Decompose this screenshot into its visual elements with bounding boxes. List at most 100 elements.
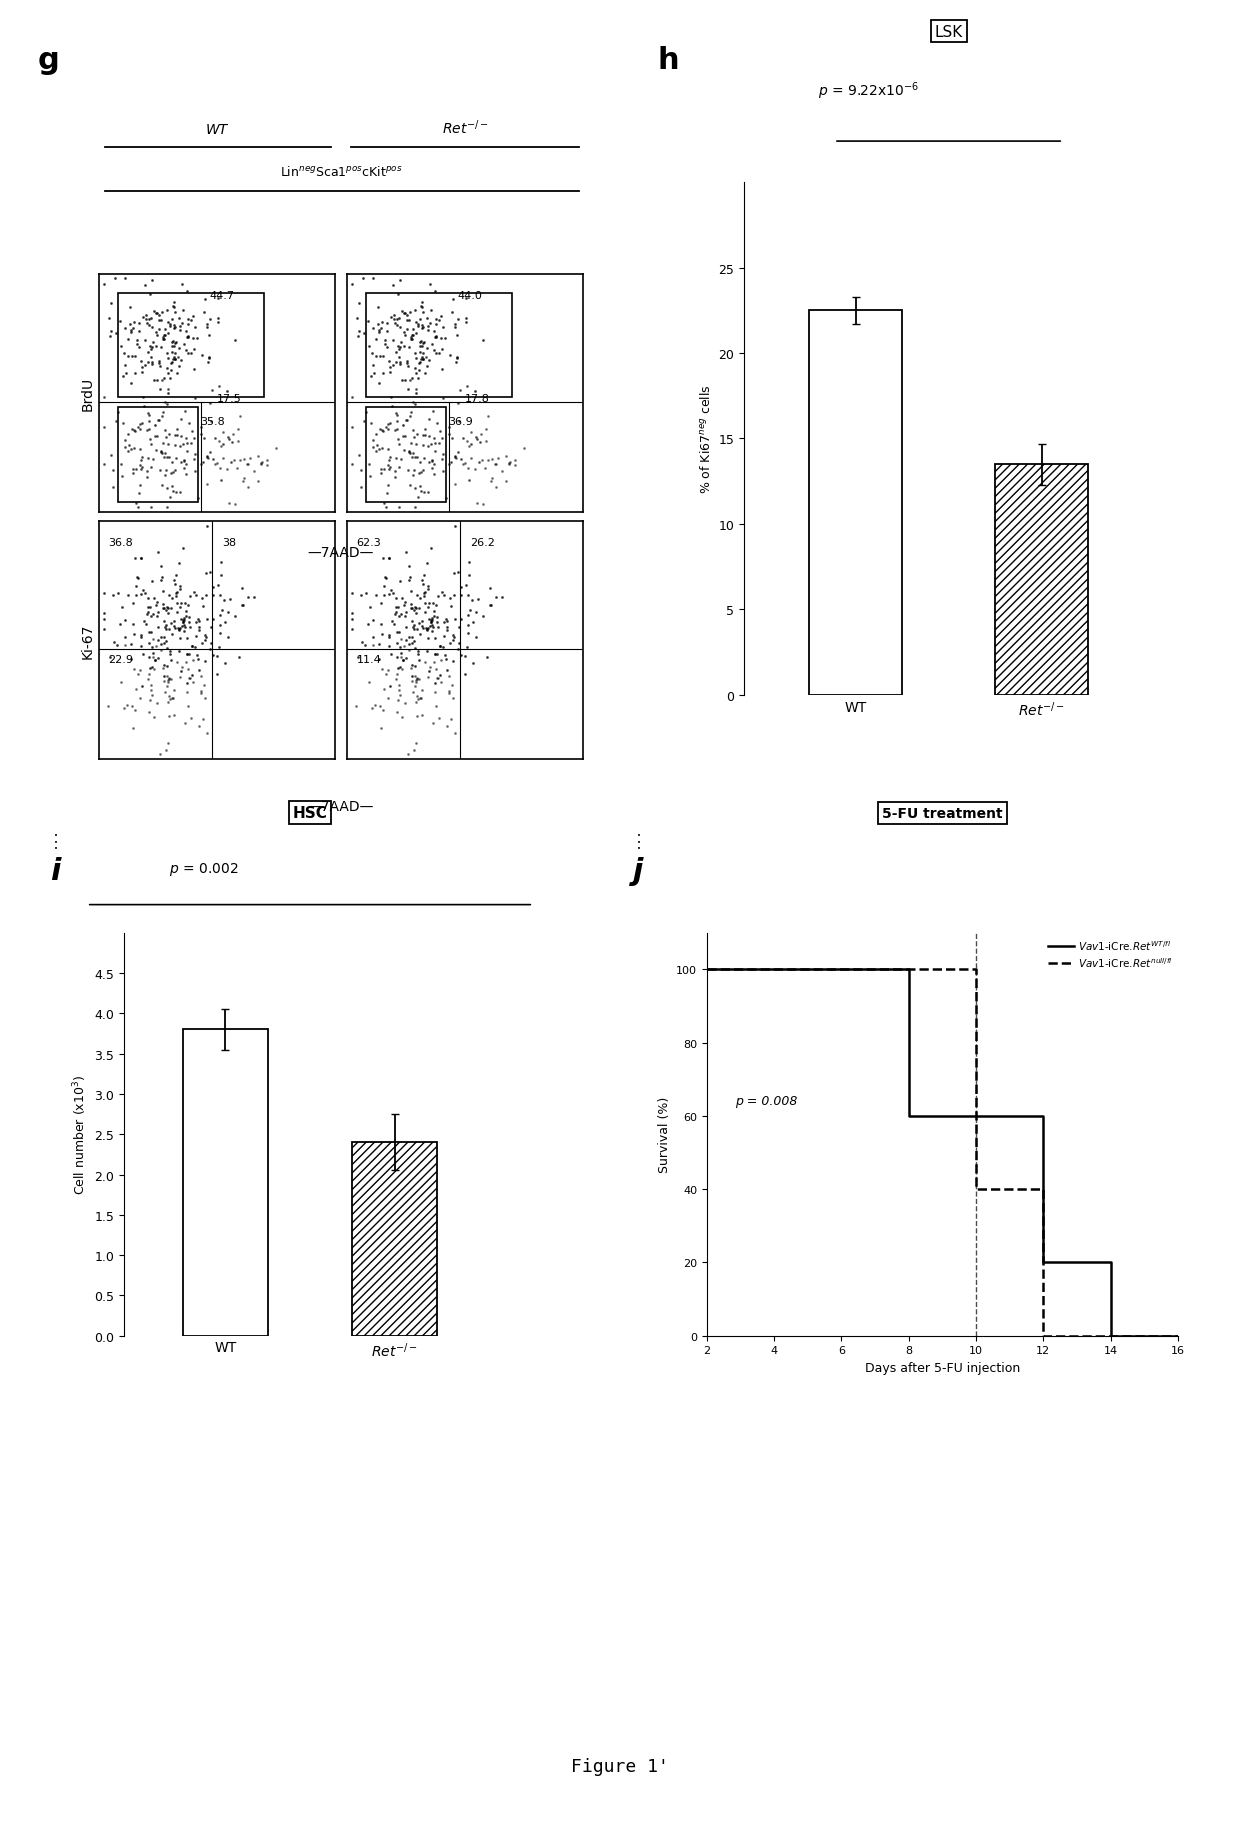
Point — [436, 606, 456, 635]
Point — [218, 423, 238, 452]
Point — [161, 584, 181, 613]
Point — [159, 582, 179, 611]
Point — [391, 567, 410, 597]
Point — [394, 298, 414, 328]
Point — [427, 692, 446, 721]
Point — [238, 450, 258, 479]
Point — [419, 448, 439, 478]
Point — [405, 492, 425, 522]
Point — [392, 655, 412, 684]
Point — [170, 313, 190, 342]
Point — [347, 304, 367, 333]
Point — [177, 668, 197, 697]
Point — [480, 591, 500, 620]
Point — [145, 412, 165, 441]
Point — [133, 359, 153, 388]
Point — [432, 646, 451, 675]
Point — [407, 728, 427, 758]
Point — [196, 580, 216, 609]
Point — [389, 430, 409, 459]
Point — [193, 705, 213, 734]
Point — [388, 304, 408, 333]
Point — [161, 348, 181, 377]
Point — [360, 461, 379, 490]
Point — [403, 662, 423, 692]
Point — [119, 430, 139, 459]
Point — [396, 626, 415, 655]
Point — [211, 600, 231, 630]
Point — [459, 432, 479, 461]
Point — [458, 371, 477, 401]
Point — [412, 606, 432, 635]
Point — [445, 719, 465, 748]
Point — [124, 309, 144, 339]
Point — [144, 639, 164, 668]
Point — [404, 456, 424, 485]
Point — [420, 271, 440, 300]
Point — [203, 606, 223, 635]
Point — [408, 364, 428, 393]
Point — [413, 432, 433, 461]
Point — [386, 593, 405, 622]
Point — [133, 672, 153, 701]
Point — [169, 615, 188, 644]
Point — [197, 313, 217, 342]
Point — [150, 456, 170, 485]
Point — [360, 331, 379, 361]
Point — [433, 425, 453, 454]
Point — [425, 640, 445, 670]
Point — [379, 631, 399, 661]
Point — [156, 611, 176, 640]
Point — [489, 445, 508, 474]
Point — [167, 598, 187, 628]
Point — [443, 425, 463, 454]
Point — [413, 456, 433, 485]
Point — [129, 317, 149, 346]
Point — [157, 379, 177, 408]
Point — [176, 602, 196, 631]
Point — [389, 333, 409, 362]
Point — [466, 624, 486, 653]
Point — [361, 410, 381, 439]
Point — [165, 339, 185, 368]
Point — [383, 326, 403, 355]
Point — [430, 661, 450, 690]
Point — [382, 392, 402, 421]
Point — [389, 492, 409, 522]
Point — [126, 326, 146, 355]
Point — [413, 611, 433, 640]
Point — [110, 450, 130, 479]
Point — [182, 302, 202, 331]
Point — [461, 430, 481, 459]
Point — [424, 597, 444, 626]
Point — [367, 580, 387, 609]
Point — [165, 675, 185, 705]
Point — [185, 633, 205, 662]
Point — [424, 337, 444, 366]
Point — [407, 421, 427, 450]
Point — [140, 655, 160, 684]
Point — [133, 443, 153, 472]
Point — [402, 651, 422, 681]
Point — [427, 339, 446, 368]
Point — [391, 445, 410, 474]
Point — [156, 456, 176, 485]
Point — [172, 271, 192, 300]
Text: —7AAD—: —7AAD— — [308, 800, 374, 814]
Point — [399, 306, 419, 335]
Point — [166, 648, 186, 677]
Point — [164, 701, 184, 730]
Text: g: g — [37, 46, 60, 75]
Point — [197, 443, 217, 472]
Point — [427, 309, 446, 339]
Point — [422, 329, 441, 359]
Point — [192, 340, 212, 370]
Point — [427, 640, 446, 670]
Point — [409, 595, 429, 624]
Point — [153, 298, 172, 328]
Point — [444, 560, 464, 589]
Point — [402, 443, 422, 472]
Text: $\mathit{p}$ = 9.22x10$^{-6}$: $\mathit{p}$ = 9.22x10$^{-6}$ — [817, 81, 919, 102]
Point — [388, 280, 408, 309]
Point — [146, 591, 166, 620]
